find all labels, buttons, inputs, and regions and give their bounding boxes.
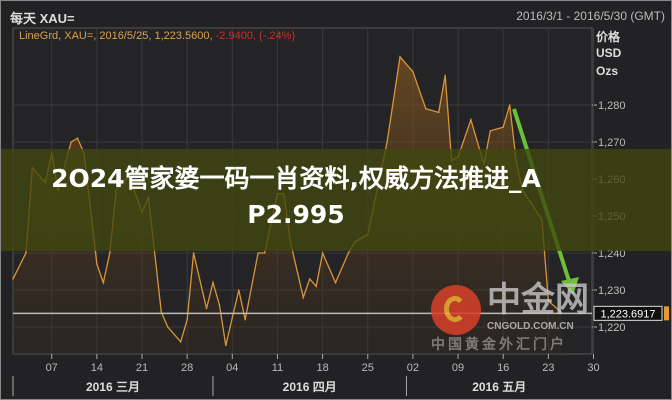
price-point — [399, 56, 401, 58]
price-point — [321, 252, 324, 254]
axis-unit-weight: Ozs — [596, 64, 619, 78]
price-point — [25, 252, 27, 254]
month-label: 2016 五月 — [472, 380, 526, 394]
x-tick-label: 25 — [362, 362, 374, 374]
y-tick-label: 1,240 — [598, 248, 626, 260]
banner-overlay — [1, 149, 671, 251]
price-point — [212, 281, 214, 284]
trend-arrow-head-icon — [561, 277, 579, 295]
legend-change: -2.9400, (-.24%) — [215, 30, 296, 42]
price-point — [70, 141, 72, 143]
watermark-slogan: 中国黄金外汇门户 — [431, 336, 567, 352]
current-value-marker — [664, 306, 669, 321]
price-point — [12, 278, 14, 280]
price-point — [334, 281, 337, 284]
axis-unit-price: 价格 — [596, 30, 621, 44]
watermark-name: 中金网 — [487, 281, 589, 319]
price-point — [102, 281, 105, 284]
legend-text: LineGrd, XAU=, 2016/5/25, 1,223.5600, — [19, 30, 216, 42]
legend: LineGrd, XAU=, 2016/5/25, 1,223.5600, -2… — [19, 30, 295, 42]
x-tick-label: 04 — [226, 362, 238, 374]
price-point — [444, 74, 446, 77]
price-point — [502, 126, 505, 128]
chart-title: 每天 XAU= — [10, 11, 75, 26]
x-tick-label: 07 — [46, 362, 58, 374]
price-point — [437, 111, 440, 114]
price-point — [108, 252, 111, 254]
price-point — [508, 104, 511, 106]
price-point — [218, 304, 221, 306]
price-point — [315, 285, 317, 288]
price-point — [489, 130, 492, 132]
price-point — [96, 263, 98, 265]
watermark-logo-icon — [431, 285, 481, 335]
x-tick-label: 23 — [542, 362, 554, 374]
price-point — [167, 326, 169, 328]
price-area — [13, 56, 562, 355]
price-point — [257, 252, 259, 254]
y-tick-label: 1,280 — [598, 100, 626, 112]
price-point — [225, 344, 227, 347]
price-point — [547, 300, 550, 302]
price-point — [308, 278, 311, 280]
y-tick-label: 1,270 — [598, 137, 626, 149]
price-point — [347, 252, 350, 254]
x-tick-label: 02 — [407, 362, 419, 374]
watermark-domain: CNGOLD.COM.CN — [487, 321, 574, 332]
price-point — [179, 341, 182, 343]
month-label: 2016 四月 — [283, 380, 337, 394]
x-tick-label: 30 — [587, 362, 599, 374]
x-tick-label: 16 — [497, 362, 509, 374]
price-point — [470, 119, 472, 121]
price-point — [76, 137, 79, 140]
axis-unit-currency: USD — [596, 46, 622, 60]
current-value-box — [593, 305, 663, 321]
x-tick-label: 28 — [181, 362, 193, 374]
price-point — [263, 252, 266, 254]
x-tick-label: 09 — [452, 362, 464, 374]
banner-text: 2O24管家婆一码一肖资料,权威方法推进_A P2.995 — [1, 161, 591, 233]
current-value-label: 1,223.6917 — [600, 308, 655, 320]
y-tick-label: 1,220 — [598, 322, 626, 334]
price-point — [412, 70, 414, 73]
price-point — [205, 307, 208, 310]
date-range: 2016/3/1 - 2016/5/30 (GMT) — [516, 9, 665, 23]
y-tick-label: 1,230 — [598, 285, 626, 297]
price-point — [302, 296, 305, 299]
banner-line-1: 2O24管家婆一码一肖资料,权威方法推进_A — [51, 164, 541, 193]
x-tick-label: 18 — [316, 362, 328, 374]
price-point — [244, 318, 246, 321]
month-label: 2016 三月 — [86, 380, 140, 394]
price-point — [237, 289, 240, 291]
x-tick-label: 11 — [272, 362, 283, 374]
banner-line-2: P2.995 — [247, 200, 345, 229]
price-point — [186, 318, 188, 321]
price-point — [386, 141, 388, 143]
price-point — [425, 107, 427, 110]
price-point — [192, 252, 195, 254]
x-tick-label: 14 — [91, 362, 103, 374]
x-tick-label: 21 — [136, 362, 148, 374]
